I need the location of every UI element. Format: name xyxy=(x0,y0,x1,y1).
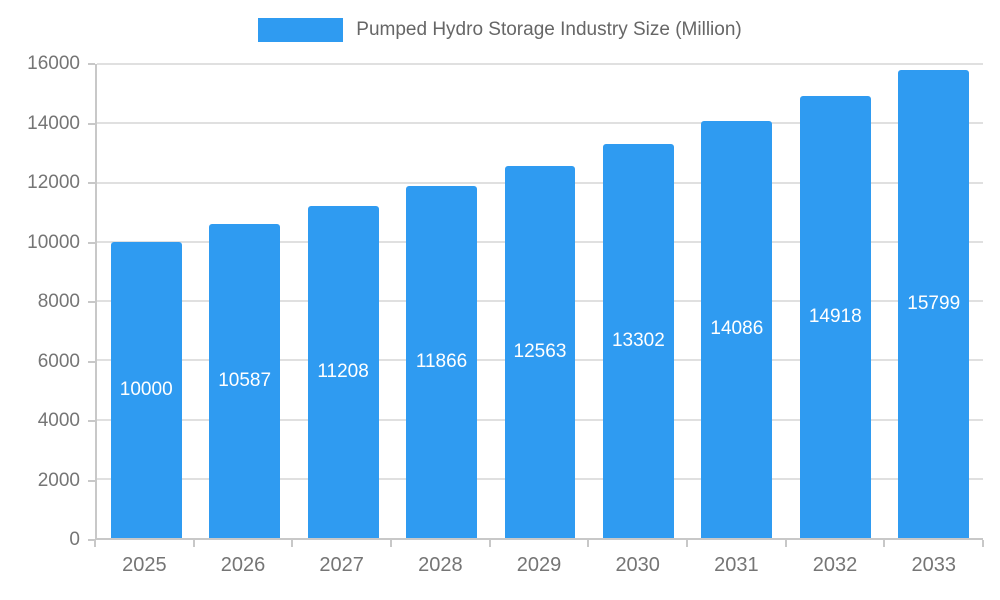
x-axis-tick xyxy=(982,540,984,547)
bar-slot: 10000 xyxy=(97,64,195,538)
x-axis-ticks xyxy=(94,540,984,547)
bar-value-label: 13302 xyxy=(611,329,665,351)
x-axis-tick xyxy=(94,540,96,547)
legend-item[interactable]: Pumped Hydro Storage Industry Size (Mill… xyxy=(0,16,1000,44)
y-axis-tick xyxy=(88,182,95,184)
grid-line xyxy=(97,63,983,65)
y-axis-label: 2000 xyxy=(37,469,80,491)
bar-slot: 14086 xyxy=(688,64,786,538)
bar-slot: 15799 xyxy=(885,64,983,538)
bar[interactable]: 10000 xyxy=(110,241,182,538)
x-axis-label: 2027 xyxy=(319,554,364,576)
bar-value-label: 14086 xyxy=(710,318,764,340)
bar[interactable]: 11866 xyxy=(406,186,477,538)
bar-value-label: 15799 xyxy=(907,292,961,314)
y-axis: 0 2000 4000 6000 8000 10000 12000 14000 16000 xyxy=(0,53,95,550)
bar-slot: 13302 xyxy=(589,64,687,538)
y-axis-tick xyxy=(88,241,95,244)
legend-swatch-icon xyxy=(258,18,344,42)
y-axis-label: 12000 xyxy=(27,172,80,193)
y-axis-tick xyxy=(88,539,95,541)
bar-slot: 12563 xyxy=(491,64,589,538)
grid-line xyxy=(97,122,983,125)
x-axis-tick xyxy=(883,540,886,547)
y-axis-tick xyxy=(88,301,95,303)
plot-area: 10000 10587 11208 11866 12563 13302 14086 14918… xyxy=(95,63,983,540)
x-axis-tick xyxy=(784,540,787,547)
y-axis-label: 10000 xyxy=(27,231,80,253)
x-axis-label: 2032 xyxy=(812,554,858,576)
x-axis-label: 2033 xyxy=(911,554,956,576)
bar-value-label: 10000 xyxy=(119,378,173,400)
y-axis-label: 16000 xyxy=(27,53,80,74)
y-axis-label: 8000 xyxy=(37,291,80,312)
y-axis-label: 0 xyxy=(69,529,80,550)
y-axis-tick xyxy=(88,479,95,482)
bar-value-label: 10587 xyxy=(218,370,272,392)
x-axis-labels: 2025 2026 2027 2028 2029 2030 2031 2032 2033 xyxy=(95,554,983,577)
x-axis-tick xyxy=(587,540,590,547)
x-axis-tick xyxy=(389,540,392,547)
x-axis-tick xyxy=(488,540,491,547)
bar-slot: 10587 xyxy=(195,64,293,538)
bar[interactable]: 13302 xyxy=(602,143,674,538)
y-axis-tick xyxy=(88,420,95,422)
bar[interactable]: 12563 xyxy=(504,165,576,538)
bar-slot: 11866 xyxy=(392,64,490,538)
y-axis-tick xyxy=(88,360,95,363)
bar-value-label: 12563 xyxy=(513,340,567,362)
y-axis-label: 14000 xyxy=(27,112,80,134)
legend-label: Pumped Hydro Storage Industry Size (Mill… xyxy=(356,19,742,40)
bar[interactable]: 15799 xyxy=(898,69,970,538)
y-axis-label: 4000 xyxy=(37,410,80,431)
x-axis-label: 2025 xyxy=(122,554,167,576)
x-axis-label: 2030 xyxy=(615,554,660,576)
bar[interactable]: 14086 xyxy=(701,120,773,538)
x-axis-label: 2028 xyxy=(418,554,463,576)
x-axis-tick xyxy=(685,540,688,547)
bar-slot: 14918 xyxy=(786,64,884,538)
x-axis-label: 2029 xyxy=(516,554,562,576)
bar-slot: 11208 xyxy=(294,64,392,538)
bar-value-label: 14918 xyxy=(808,306,862,328)
x-axis-tick xyxy=(192,540,195,547)
y-axis-label: 6000 xyxy=(37,350,80,372)
bar-value-label: 11866 xyxy=(415,351,468,373)
y-axis-tick xyxy=(88,63,95,65)
bar[interactable]: 11208 xyxy=(307,205,379,538)
bar[interactable]: 10587 xyxy=(209,224,281,538)
x-axis-label: 2031 xyxy=(714,554,759,576)
y-axis-tick xyxy=(88,122,95,125)
x-axis-tick xyxy=(291,540,294,547)
bar[interactable]: 14918 xyxy=(799,96,871,538)
bar-value-label: 11208 xyxy=(317,360,369,382)
x-axis-label: 2026 xyxy=(220,554,266,576)
bars: 10000 10587 11208 11866 12563 13302 14086 14918… xyxy=(97,64,983,538)
